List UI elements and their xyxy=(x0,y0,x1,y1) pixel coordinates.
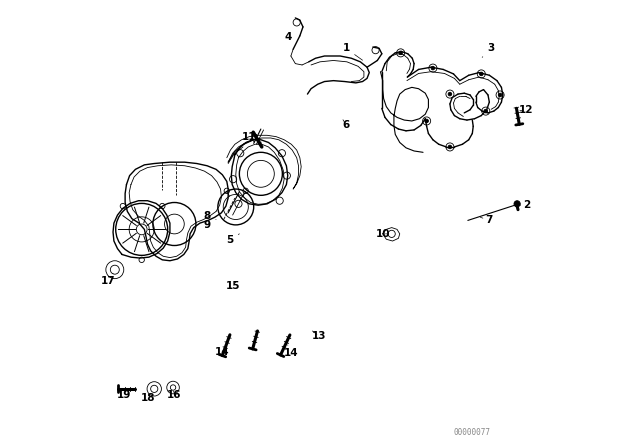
Text: 19: 19 xyxy=(116,390,131,400)
Circle shape xyxy=(448,92,452,96)
Text: 12: 12 xyxy=(519,105,533,115)
Text: 15: 15 xyxy=(225,281,240,291)
Text: 14: 14 xyxy=(284,345,298,358)
Circle shape xyxy=(479,72,483,76)
Text: 16: 16 xyxy=(167,390,182,400)
Text: 1: 1 xyxy=(342,43,362,60)
Text: 14: 14 xyxy=(215,346,230,357)
Circle shape xyxy=(399,51,403,55)
Text: 18: 18 xyxy=(141,393,156,403)
Circle shape xyxy=(448,145,452,149)
Text: 11: 11 xyxy=(242,132,257,142)
Text: 17: 17 xyxy=(101,273,116,286)
Circle shape xyxy=(484,109,488,113)
Text: 4: 4 xyxy=(284,32,297,43)
Text: 00000077: 00000077 xyxy=(454,428,491,437)
Circle shape xyxy=(431,66,435,70)
Text: 10: 10 xyxy=(376,229,390,239)
Text: 13: 13 xyxy=(312,331,326,341)
Text: 9: 9 xyxy=(204,220,216,230)
Circle shape xyxy=(425,119,428,123)
Circle shape xyxy=(514,201,520,207)
Text: 6: 6 xyxy=(342,120,349,129)
Text: 3: 3 xyxy=(482,43,495,57)
Circle shape xyxy=(499,93,502,97)
Text: 8: 8 xyxy=(204,211,216,221)
Text: 2: 2 xyxy=(518,200,531,210)
Text: 5: 5 xyxy=(226,234,239,245)
Text: 7: 7 xyxy=(481,215,493,225)
